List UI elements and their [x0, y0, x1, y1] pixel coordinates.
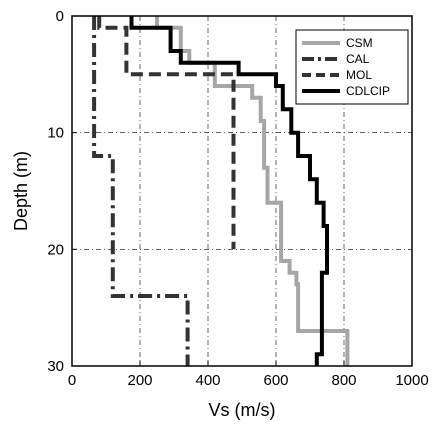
legend-label-csm: CSM: [346, 36, 373, 50]
plot-frame: [71, 15, 413, 367]
series-line-cal: [92, 16, 190, 366]
series-line-mol: [97, 16, 236, 250]
x-tick-label-2: 400: [195, 372, 220, 389]
series-layer: [92, 16, 350, 366]
legend-label-cdlcip: CDLCIP: [346, 84, 390, 98]
x-axis-label: Vs (m/s): [209, 400, 276, 420]
x-tick-label-5: 1000: [395, 372, 428, 389]
tick-layer: 0 200 400 600 800 1000 0 10 20 30: [47, 8, 428, 389]
y-tick-label-2: 20: [47, 241, 64, 258]
legend-label-cal: CAL: [346, 52, 370, 66]
series-line-cdlcip: [129, 16, 329, 366]
legend-label-mol: MOL: [346, 68, 372, 82]
x-tick-label-0: 0: [68, 372, 76, 389]
legend: CSM CAL MOL CDLCIP: [295, 29, 409, 105]
y-tick-label-3: 30: [47, 358, 64, 375]
y-tick-label-0: 0: [56, 8, 64, 25]
x-tick-label-3: 600: [263, 372, 288, 389]
y-axis-label: Depth (m): [11, 151, 31, 231]
y-tick-label-1: 10: [47, 125, 64, 142]
x-tick-label-4: 800: [331, 372, 356, 389]
series-line-csm: [155, 16, 350, 366]
x-tick-label-1: 200: [127, 372, 152, 389]
grid-layer: [72, 16, 412, 366]
